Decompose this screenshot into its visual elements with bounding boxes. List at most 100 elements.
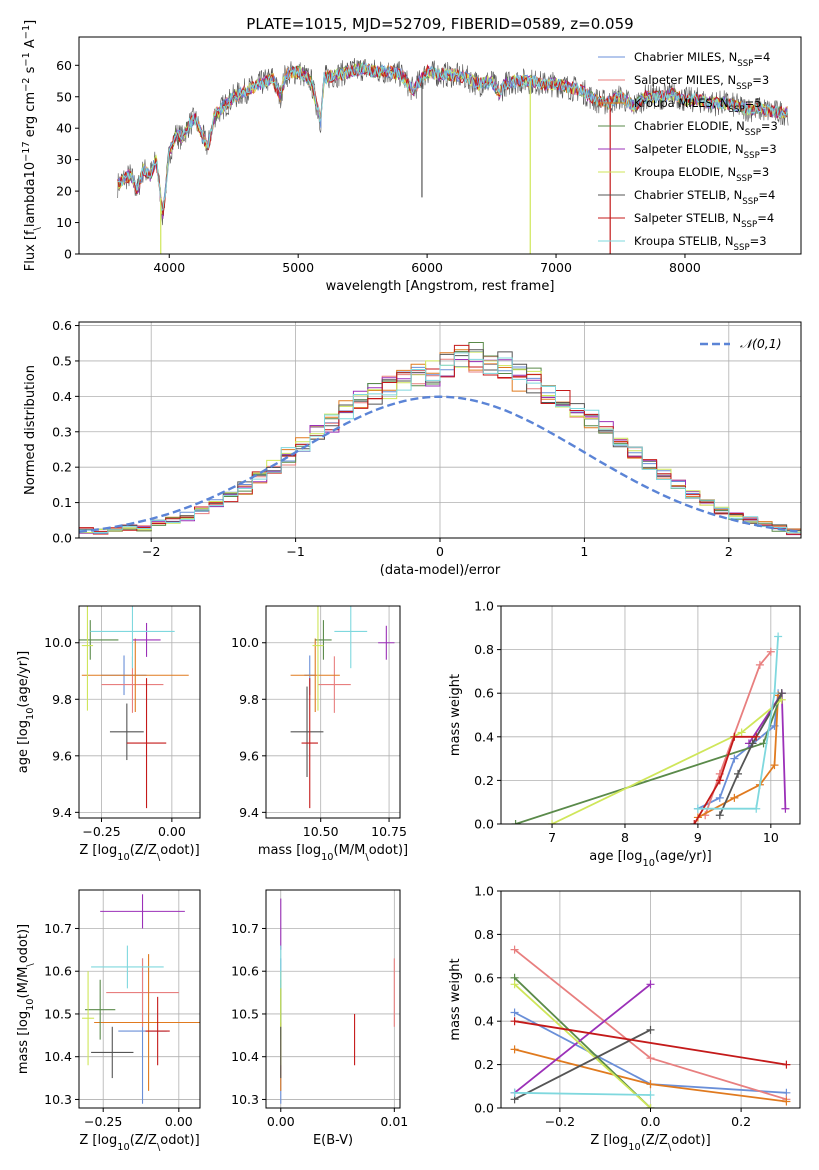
age-vs-mass-axes: 10.50 10.75 9.4 9.6 9.8 10.0 mass [log10(M/M\o… (231, 605, 408, 863)
weight-vs-Z-series-8 (514, 1020, 787, 1066)
y-tick-label: 0.8 (474, 642, 494, 657)
y-tick-label: 10.7 (44, 921, 72, 936)
y-tick-label: 10.3 (44, 1092, 72, 1107)
spectrum-frame (78, 36, 802, 255)
x-tick-label: 0 (436, 544, 444, 559)
age-vs-Z-point (132, 622, 161, 657)
x-tick-label: 0.0 (641, 1114, 661, 1129)
weight-vs-age-marker (730, 793, 739, 802)
spectrum-ylabel: Flux [f\lambda10−17 erg cm−2 s−1 A−1] (21, 20, 43, 272)
weight-vs-Z-ylabel: mass weight (448, 958, 463, 1040)
weight-vs-age-marker (548, 820, 557, 824)
x-tick-label: 0.01 (380, 1114, 408, 1129)
weight-vs-age-frame (500, 605, 801, 825)
weight-vs-age-marker (715, 776, 724, 785)
weight-vs-Z-axes: −0.2 0.0 0.2 0.0 0.2 0.4 0.6 0.8 1.0 Z [log10(Z/Z… (448, 884, 801, 1153)
y-tick-label: 10.5 (231, 1006, 259, 1021)
weight-vs-age-marker (511, 820, 520, 824)
mass-vs-Z-point (145, 996, 170, 1066)
y-tick-label: 0.4 (474, 1014, 494, 1029)
weight-vs-Z-series-7 (514, 1029, 651, 1101)
legend-entry: Kroupa MILES, NSSP=5 (634, 96, 762, 115)
histogram-series-9 (79, 352, 801, 538)
y-tick-label: 0.8 (474, 927, 494, 942)
legend-entry: Salpeter STELIB, NSSP=4 (634, 211, 774, 230)
age-vs-mass-point (378, 625, 395, 660)
y-tick-label: 10.6 (44, 964, 72, 979)
age-vs-Z-point (79, 620, 119, 660)
weight-vs-Z-marker (782, 1097, 791, 1106)
y-tick-label: 10.6 (231, 964, 259, 979)
x-tick-label: 10 (763, 830, 779, 845)
x-tick-label: 8000 (669, 260, 701, 275)
y-tick-label: 10.4 (231, 1049, 259, 1064)
y-tick-label: 0 (64, 247, 72, 262)
y-tick-label: 50 (56, 89, 72, 104)
y-tick-label: 9.6 (52, 748, 72, 763)
mass-vs-EBV-xlabel: E(B-V) (313, 1133, 353, 1148)
x-tick-label: 2 (725, 544, 733, 559)
weight-vs-Z-series-9 (514, 1091, 651, 1096)
y-tick-label: 0.0 (474, 817, 494, 832)
x-tick-label: −0.25 (84, 1114, 122, 1129)
spectrum-legend: Chabrier MILES, NSSP=4 Salpeter MILES, NS… (598, 50, 778, 253)
mass-vs-EBV-plot-area (280, 898, 395, 1104)
x-tick-label: 0.00 (165, 1114, 193, 1129)
y-tick-label: 10.7 (231, 921, 259, 936)
y-tick-label: 0.2 (474, 1057, 494, 1072)
mass-vs-Z-point (106, 958, 179, 1027)
weight-vs-Z-marker (646, 1054, 655, 1063)
y-tick-label: 0.0 (474, 1101, 494, 1116)
x-tick-label: 1 (580, 544, 588, 559)
weight-vs-age-ylabel: mass weight (448, 674, 463, 756)
weight-vs-Z-marker (510, 1088, 519, 1097)
weight-vs-age-marker (693, 804, 702, 813)
y-tick-label: 0.3 (52, 424, 72, 439)
x-tick-label: 10.50 (303, 824, 339, 839)
spectrum-plot-area (117, 57, 789, 254)
age-vs-mass-point (312, 606, 324, 711)
weight-vs-age-series-8 (693, 735, 757, 824)
y-tick-label: 20 (56, 184, 72, 199)
weight-vs-Z-marker (646, 1104, 655, 1108)
mass-vs-Z-point (82, 971, 95, 1066)
y-tick-label: 9.6 (239, 748, 259, 763)
age-vs-mass-point (334, 606, 368, 669)
x-tick-label: 9 (694, 830, 702, 845)
age-vs-Z-axes: −0.25 0.00 9.4 9.6 9.8 10.0 Z [log10(Z/Z\odot)… (16, 605, 201, 863)
y-tick-label: 1.0 (474, 884, 494, 899)
residual-legend-label: 𝒩(0,1) (740, 336, 782, 351)
legend-entry: Chabrier MILES, NSSP=4 (634, 50, 770, 69)
weight-vs-age-marker (715, 793, 724, 802)
x-tick-label: −0.25 (82, 824, 120, 839)
x-tick-label: 5000 (282, 260, 314, 275)
weight-vs-Z-marker (510, 1045, 519, 1054)
age-vs-Z-point (126, 678, 167, 809)
weight-vs-age-marker (770, 761, 779, 770)
y-tick-label: 0.4 (474, 729, 494, 744)
age-vs-Z-point (109, 703, 144, 761)
weight-vs-age-axes: 7 8 9 10 0.0 0.2 0.4 0.6 0.8 1.0 age [log10(age/yr… (448, 599, 801, 869)
weight-vs-Z-series-6 (513, 983, 652, 1108)
mass-vs-EBV-axes: 0.00 0.01 10.3 10.4 10.5 10.6 10.7 E(B-V) (231, 889, 408, 1148)
weight-vs-Z-marker (646, 980, 655, 989)
legend-entry: Salpeter MILES, NSSP=3 (634, 73, 769, 92)
age-vs-mass-point (290, 686, 324, 778)
weight-vs-age-plot-area (511, 632, 790, 824)
x-tick-label: −2 (142, 544, 160, 559)
y-tick-label: 10.3 (231, 1092, 259, 1107)
weight-vs-age-marker (781, 804, 790, 813)
weight-vs-Z-marker (646, 1080, 655, 1089)
weight-vs-age-marker (737, 728, 746, 737)
legend-entry: Chabrier ELODIE, NSSP=3 (634, 119, 778, 138)
mass-vs-Z-frame (78, 889, 201, 1109)
x-tick-label: 0.00 (267, 1114, 295, 1129)
y-tick-label: 0.5 (52, 353, 72, 368)
mass-vs-Z-point (85, 979, 116, 1040)
y-tick-label: 60 (56, 58, 72, 73)
spectrum-xlabel: wavelength [Angstrom, rest frame] (326, 279, 555, 294)
spectrum-axes: 4000 5000 6000 7000 8000 0 10 20 30 40 50 60 wavelen… (21, 20, 802, 294)
mass-vs-EBV-frame (265, 889, 401, 1109)
y-tick-label: 9.4 (52, 805, 72, 820)
y-tick-label: 40 (56, 121, 72, 136)
